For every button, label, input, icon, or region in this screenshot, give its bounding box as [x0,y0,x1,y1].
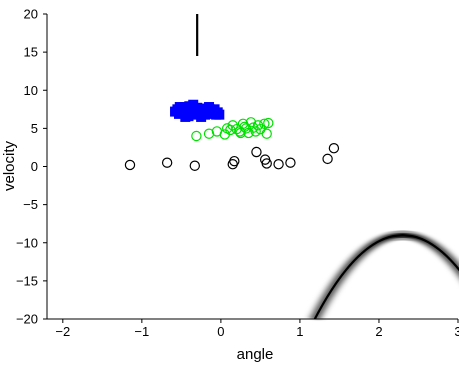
y-axis-label: velocity [1,140,18,191]
data-point-circle [259,118,270,130]
data-point-square [183,111,194,122]
data-point-square [214,109,225,120]
data-point-circle [322,153,333,165]
y-tick-label: −5 [23,197,38,212]
data-point-circle [227,120,238,131]
y-tick-label: 10 [24,83,38,98]
x-tick-label: −1 [134,324,149,339]
x-tick-label: 0 [217,324,224,339]
data-point-circle [161,157,173,168]
y-tick-label: 15 [24,45,38,60]
data-point-circle [189,160,201,171]
y-tick-label: 5 [31,121,38,136]
data-point-circle [261,158,272,169]
data-point-circle [251,146,262,158]
data-point-circle [191,130,202,142]
data-point-square [188,99,199,110]
data-point-square [174,102,185,113]
y-tick-label: 0 [31,159,38,174]
x-tick-label: 2 [375,324,382,339]
y-tick-label: 20 [24,7,38,22]
density-bands [192,14,459,322]
x-tick-label: −2 [55,324,70,339]
data-point-circle [273,159,284,170]
data-point-circle [328,142,340,154]
data-point-circle [124,159,136,171]
data-point-circle [239,121,250,133]
data-point-circle [285,157,296,168]
data-point-circle [250,126,261,137]
y-tick-label: −20 [16,312,38,327]
x-tick-label: 3 [454,324,459,339]
x-tick-label: 1 [296,324,303,339]
data-point-circle [222,123,233,134]
data-markers [124,99,340,171]
y-tick-label: −15 [16,273,38,288]
density-band [310,230,459,322]
y-tick-label: −10 [16,235,38,250]
data-point-circle [229,155,240,167]
data-point-square [204,102,215,113]
data-point-circle [261,128,272,139]
x-axis-label: angle [237,346,274,363]
data-point-circle [203,128,215,139]
data-point-circle [263,117,274,129]
data-point-square [196,111,207,122]
